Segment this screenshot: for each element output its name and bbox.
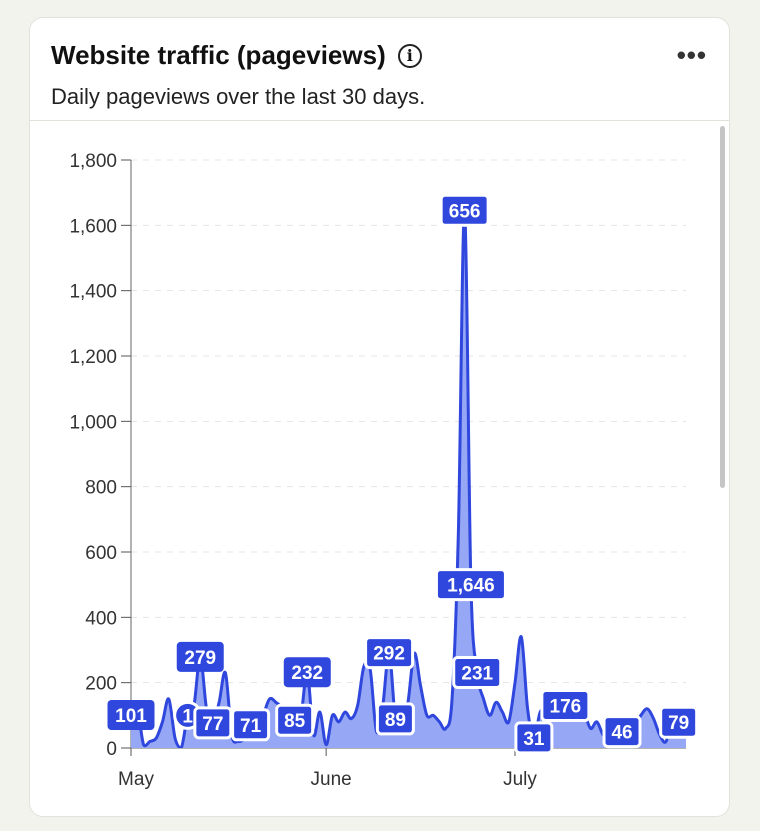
data-label-text: 279 bbox=[184, 648, 216, 669]
y-tick-label: 400 bbox=[85, 608, 117, 629]
data-label: 176 bbox=[540, 689, 591, 723]
data-label-bg bbox=[434, 568, 507, 602]
x-tick-label: May bbox=[118, 769, 154, 790]
y-tick-label: 800 bbox=[85, 478, 117, 499]
y-tick-label: 1,800 bbox=[69, 151, 117, 172]
traffic-chart: 0 200 400 600 800 1,000 1,200 1,400 1,600 1,800 Ma… bbox=[69, 151, 699, 790]
data-label-text: 89 bbox=[385, 710, 406, 731]
data-label-bg bbox=[283, 657, 331, 688]
y-tick-label: 0 bbox=[106, 739, 117, 760]
scrollbar-thumb[interactable] bbox=[720, 126, 725, 488]
data-label-text: 1 bbox=[182, 706, 193, 727]
data-label-bg bbox=[231, 708, 271, 742]
data-label-bg bbox=[107, 700, 155, 731]
data-label: 656 bbox=[439, 193, 490, 227]
data-label-text: 31 bbox=[523, 729, 545, 750]
data-label-text: 656 bbox=[449, 201, 481, 222]
traffic-card: Website traffic (pageviews) i Daily page… bbox=[29, 17, 730, 817]
card-title: Website traffic (pageviews) bbox=[51, 40, 386, 70]
x-tick-label: June bbox=[311, 769, 352, 790]
more-horizontal-icon[interactable]: ••• bbox=[676, 40, 707, 70]
card-subtitle: Daily pageviews over the last 30 days. bbox=[51, 84, 426, 109]
data-label-bg bbox=[364, 636, 415, 670]
card-header: Website traffic (pageviews) i Daily page… bbox=[30, 18, 729, 121]
data-label: 292 bbox=[364, 636, 415, 670]
data-label-text: 101 bbox=[115, 706, 147, 727]
data-label: 77 bbox=[193, 706, 233, 740]
data-label-text: 1,646 bbox=[447, 576, 495, 597]
data-label-text: 176 bbox=[550, 697, 582, 718]
data-label: 71 bbox=[231, 708, 271, 742]
data-label: 79 bbox=[659, 705, 699, 739]
data-label-text: 71 bbox=[240, 716, 262, 737]
y-tick-label: 1,200 bbox=[69, 347, 117, 368]
data-label-text: 232 bbox=[291, 663, 323, 684]
data-label-bg bbox=[514, 721, 554, 755]
data-label: 89 bbox=[375, 702, 415, 736]
data-label-bg bbox=[275, 703, 315, 737]
data-label: 31 bbox=[514, 721, 554, 755]
series-line bbox=[131, 208, 686, 748]
data-label-bg bbox=[659, 705, 699, 739]
data-label-text: 231 bbox=[461, 664, 493, 685]
y-tick-label: 1,400 bbox=[69, 282, 117, 303]
data-label: 85 bbox=[275, 703, 315, 737]
data-label: 232 bbox=[283, 657, 331, 688]
x-tick-label: July bbox=[503, 769, 537, 790]
y-tick-label: 200 bbox=[85, 674, 117, 695]
data-label-bg bbox=[439, 193, 490, 227]
info-icon[interactable]: i bbox=[397, 43, 422, 68]
data-label-text: 292 bbox=[373, 644, 405, 665]
card-title-row: Website traffic (pageviews) i bbox=[51, 40, 422, 71]
scrollbar[interactable] bbox=[715, 120, 729, 816]
data-label-bg bbox=[375, 702, 415, 736]
data-label-bg bbox=[193, 706, 233, 740]
data-label-text: 46 bbox=[611, 723, 632, 744]
y-tick-label: 1,000 bbox=[69, 412, 117, 433]
data-label-text: 85 bbox=[284, 711, 306, 732]
data-label-bg bbox=[540, 689, 591, 723]
data-label-bg bbox=[176, 641, 224, 672]
data-label: 231 bbox=[452, 656, 503, 690]
data-label: 1,646 bbox=[434, 568, 507, 602]
data-label: 101 bbox=[107, 700, 155, 731]
data-label-bg bbox=[602, 715, 642, 749]
data-label-text: 79 bbox=[668, 713, 689, 734]
area-series bbox=[131, 208, 686, 748]
data-label: 46 bbox=[602, 715, 642, 749]
data-label-bg bbox=[452, 656, 503, 690]
y-tick-label: 600 bbox=[85, 543, 117, 564]
y-tick-label: 1,600 bbox=[69, 216, 117, 237]
data-label-text: 77 bbox=[202, 714, 223, 735]
data-label: 279 bbox=[176, 641, 224, 672]
